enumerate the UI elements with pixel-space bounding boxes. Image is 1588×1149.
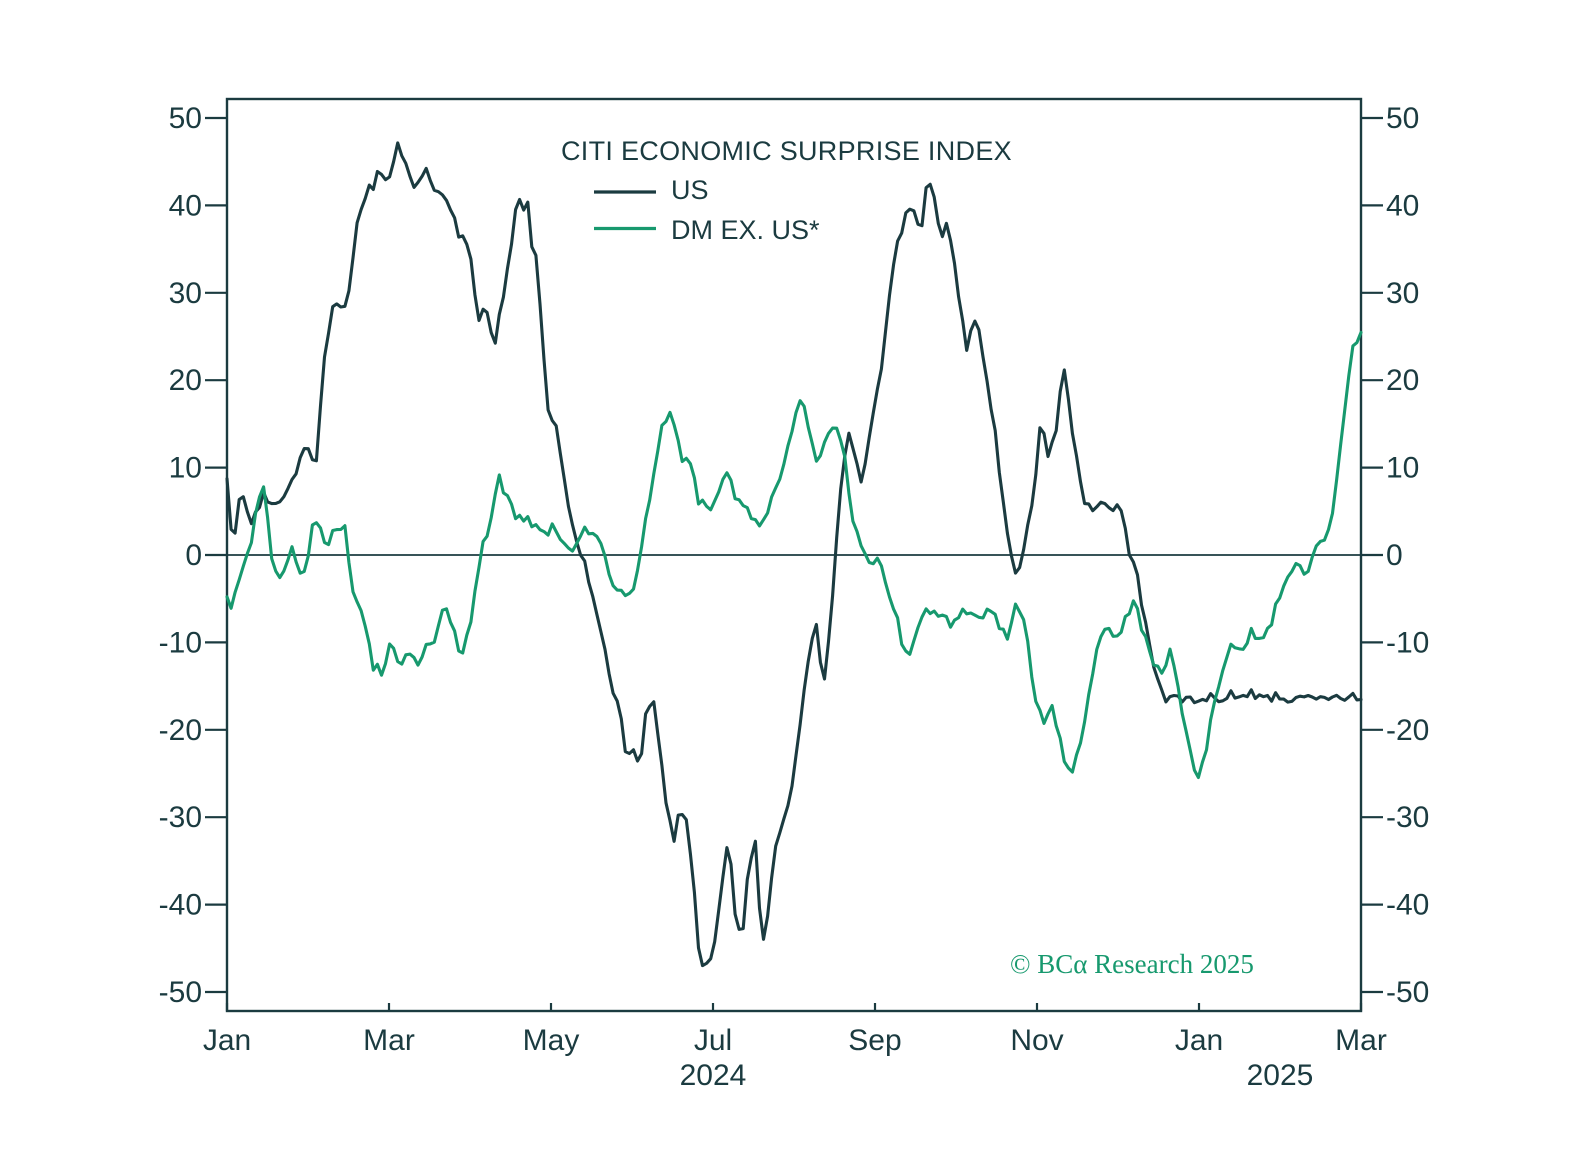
- svg-text:Sep: Sep: [848, 1024, 901, 1057]
- svg-text:-10: -10: [159, 626, 202, 659]
- svg-text:40: 40: [1386, 189, 1419, 222]
- svg-text:© BCα Research 2025: © BCα Research 2025: [1010, 949, 1254, 979]
- svg-text:-30: -30: [159, 801, 202, 834]
- svg-text:Jul: Jul: [694, 1024, 732, 1057]
- svg-text:-20: -20: [1386, 714, 1429, 747]
- svg-text:DM EX. US*: DM EX. US*: [671, 215, 820, 245]
- svg-text:Jan: Jan: [203, 1024, 251, 1057]
- svg-text:20: 20: [169, 364, 202, 397]
- svg-text:-30: -30: [1386, 801, 1429, 834]
- svg-text:Jan: Jan: [1175, 1024, 1223, 1057]
- svg-text:40: 40: [169, 189, 202, 222]
- svg-text:0: 0: [1386, 539, 1403, 572]
- svg-text:-50: -50: [159, 976, 202, 1009]
- svg-text:Mar: Mar: [1335, 1024, 1387, 1057]
- svg-text:-20: -20: [159, 714, 202, 747]
- svg-text:2025: 2025: [1247, 1059, 1314, 1092]
- svg-text:-40: -40: [1386, 889, 1429, 922]
- svg-text:10: 10: [1386, 452, 1419, 485]
- svg-text:Mar: Mar: [363, 1024, 415, 1057]
- svg-text:CITI ECONOMIC SURPRISE INDEX: CITI ECONOMIC SURPRISE INDEX: [561, 136, 1012, 166]
- svg-text:20: 20: [1386, 364, 1419, 397]
- svg-text:2024: 2024: [680, 1059, 747, 1092]
- svg-text:May: May: [523, 1024, 580, 1057]
- svg-text:30: 30: [1386, 277, 1419, 310]
- svg-text:US: US: [671, 175, 709, 205]
- svg-text:50: 50: [169, 102, 202, 135]
- svg-text:0: 0: [185, 539, 202, 572]
- svg-text:Nov: Nov: [1010, 1024, 1063, 1057]
- svg-text:30: 30: [169, 277, 202, 310]
- svg-text:-50: -50: [1386, 976, 1429, 1009]
- svg-text:-10: -10: [1386, 626, 1429, 659]
- svg-text:-40: -40: [159, 889, 202, 922]
- svg-text:10: 10: [169, 452, 202, 485]
- svg-text:50: 50: [1386, 102, 1419, 135]
